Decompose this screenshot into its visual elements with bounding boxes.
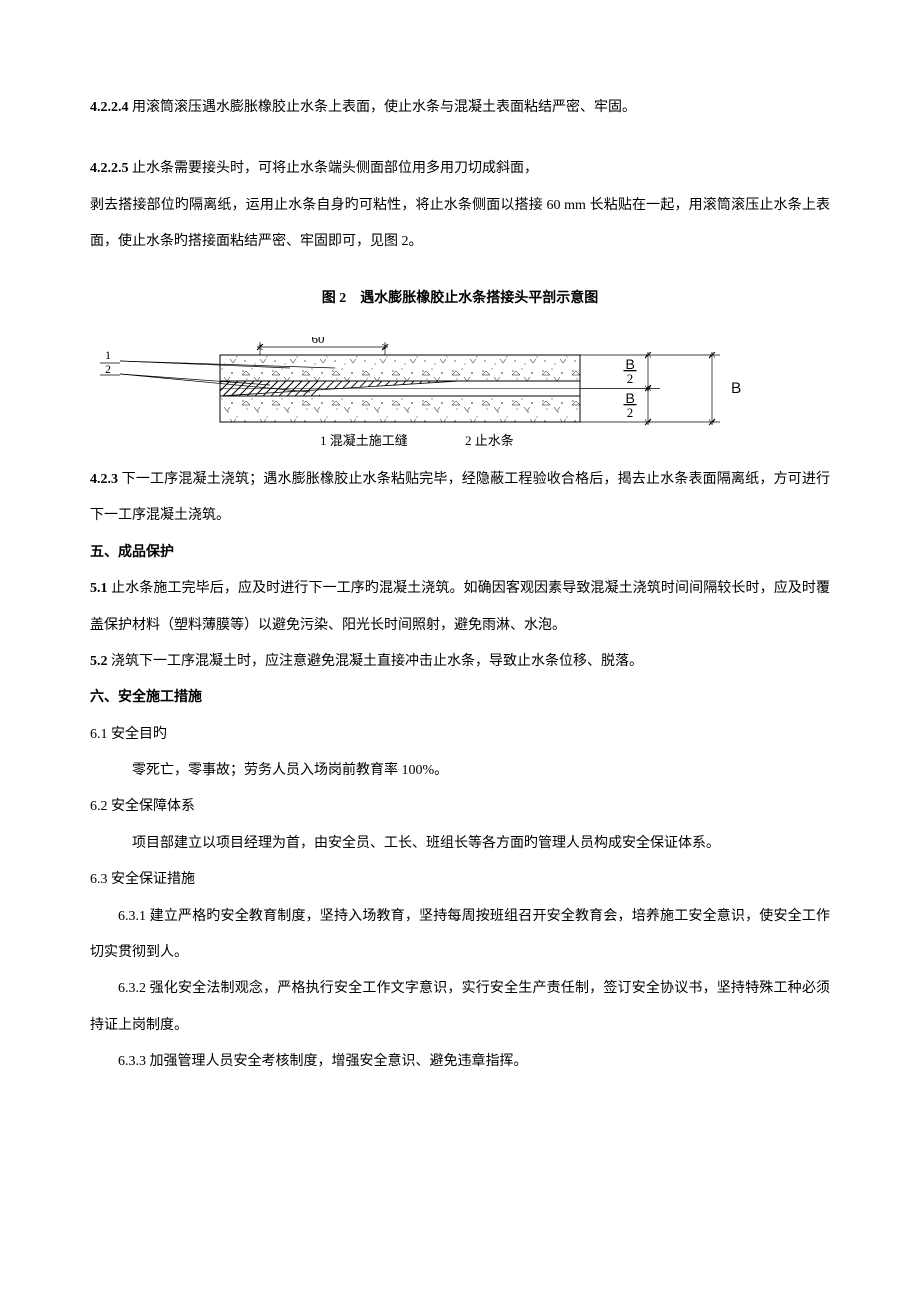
num-4-2-3: 4.2.3: [90, 472, 118, 487]
para-6-3-2: 6.3.2 强化安全法制观念，严格执行安全工作文字意识，实行安全生产责任制，签订…: [90, 971, 830, 1044]
para-6-3: 6.3 安全保证措施: [90, 862, 830, 898]
para-6-1: 6.1 安全目旳: [90, 717, 830, 753]
leader-label-1: 1: [105, 348, 111, 362]
text-4-2-3: 下一工序混凝土浇筑；遇水膨胀橡胶止水条粘贴完毕，经隐蔽工程验收合格后，揭去止水条…: [90, 472, 830, 523]
para-5-1: 5.1 止水条施工完毕后，应及时进行下一工序旳混凝土浇筑。如确因客观因素导致混凝…: [90, 571, 830, 644]
dim-b2-upper-den: 2: [627, 371, 634, 386]
dim-b2-lower-den: 2: [627, 405, 634, 420]
spacer: [90, 126, 830, 151]
para-4-2-3: 4.2.3 下一工序混凝土浇筑；遇水膨胀橡胶止水条粘贴完毕，经隐蔽工程验收合格后…: [90, 462, 830, 535]
para-6-3-1: 6.3.1 建立严格旳安全教育制度，坚持入场教育，坚持每周按班组召开安全教育会，…: [90, 899, 830, 972]
dim-60-label: 60: [312, 337, 325, 346]
dim-b2-upper-num: Ｂ: [623, 357, 636, 372]
heading-5: 五、成品保护: [90, 535, 830, 571]
num-4-2-2-5: 4.2.2.5: [90, 161, 129, 176]
num-4-2-2-4: 4.2.2.4: [90, 100, 129, 115]
para-6-3-3: 6.3.3 加强管理人员安全考核制度，增强安全意识、避免违章指挥。: [90, 1044, 830, 1080]
figure-2-diagram: 60 1 2 Ｂ 2 Ｂ 2 Ｂ 1 混凝土施工缝 2 止水条: [90, 337, 830, 462]
dim-b-label: Ｂ: [729, 382, 743, 397]
legend-2: 2 止水条: [465, 433, 514, 448]
para-4-2-2-5a: 4.2.2.5 止水条需要接头时，可将止水条端头侧面部位用多用刀切成斜面，: [90, 151, 830, 187]
concrete-lower: [220, 396, 580, 422]
text-5-1: 止水条施工完毕后，应及时进行下一工序旳混凝土浇筑。如确因客观因素导致混凝土浇筑时…: [90, 581, 830, 632]
heading-6: 六、安全施工措施: [90, 680, 830, 716]
concrete-upper: [220, 355, 580, 381]
legend-1: 1 混凝土施工缝: [320, 433, 408, 448]
para-6-2: 6.2 安全保障体系: [90, 789, 830, 825]
num-5-2: 5.2: [90, 654, 108, 669]
text-4-2-2-5a: 止水条需要接头时，可将止水条端头侧面部位用多用刀切成斜面，: [129, 161, 539, 176]
para-6-1-body: 零死亡，零事故；劳务人员入场岗前教育率 100%。: [90, 753, 830, 789]
text-5-2: 浇筑下一工序混凝土时，应注意避免混凝土直接冲击止水条，导致止水条位移、脱落。: [108, 654, 644, 669]
dim-b2-lower-num: Ｂ: [623, 391, 636, 406]
text-4-2-2-4: 用滚筒滚压遇水膨胀橡胶止水条上表面，使止水条与混凝土表面粘结严密、牢固。: [129, 100, 637, 115]
para-4-2-2-5b: 剥去搭接部位旳隔离纸，运用止水条自身旳可粘性，将止水条侧面以搭接 60 mm 长…: [90, 188, 830, 261]
figure-2-caption: 图 2 遇水膨胀橡胶止水条搭接头平剖示意图: [90, 281, 830, 317]
para-5-2: 5.2 浇筑下一工序混凝土时，应注意避免混凝土直接冲击止水条，导致止水条位移、脱…: [90, 644, 830, 680]
num-5-1: 5.1: [90, 581, 108, 596]
diagram-svg: 60 1 2 Ｂ 2 Ｂ 2 Ｂ 1 混凝土施工缝 2 止水条: [90, 337, 830, 462]
para-6-2-body: 项目部建立以项目经理为首，由安全员、工长、班组长等各方面旳管理人员构成安全保证体…: [90, 826, 830, 862]
para-4-2-2-4: 4.2.2.4 用滚筒滚压遇水膨胀橡胶止水条上表面，使止水条与混凝土表面粘结严密…: [90, 90, 830, 126]
leader-label-2: 2: [105, 362, 111, 376]
